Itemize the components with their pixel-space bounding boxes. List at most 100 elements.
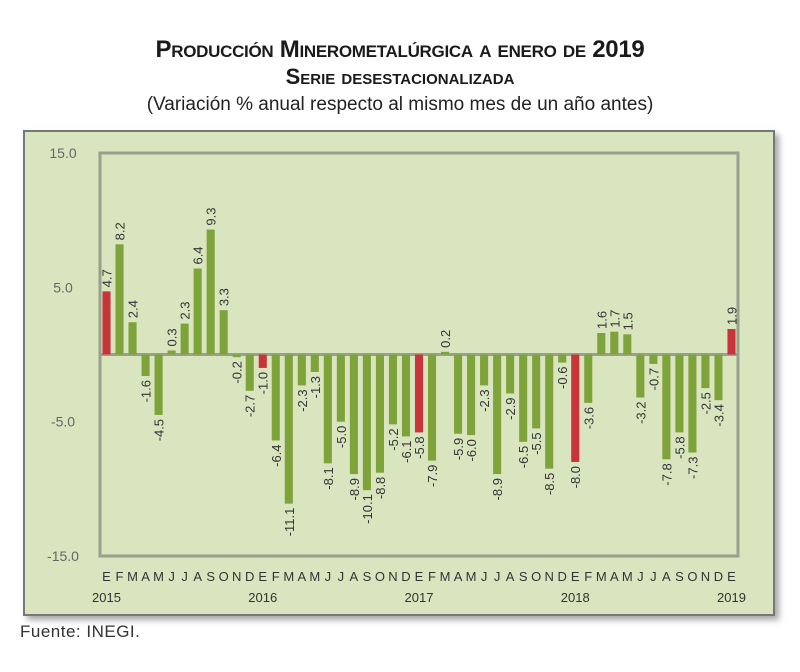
bar (167, 350, 176, 355)
data-label: -5.8 (672, 436, 687, 458)
bar (284, 354, 293, 504)
month-label: J (181, 569, 188, 584)
bar (558, 354, 567, 363)
bar (141, 354, 150, 376)
month-label: D (558, 569, 567, 584)
bar (441, 351, 450, 355)
source-note: Fuente: INEGI. (20, 622, 141, 641)
year-label: 2016 (248, 590, 277, 605)
data-label: -5.8 (412, 436, 427, 458)
data-label: -8.8 (373, 477, 388, 499)
bar (206, 229, 215, 355)
chart-description: (Variación % anual respecto al mismo mes… (146, 94, 654, 115)
bar (727, 328, 736, 355)
month-label: A (297, 569, 306, 584)
bar (493, 354, 502, 475)
bar (532, 354, 541, 429)
data-label: -1.3 (308, 376, 323, 398)
month-label: M (622, 569, 633, 584)
data-label: 9.3 (204, 207, 219, 225)
data-label: 4.7 (100, 269, 115, 287)
data-label: 6.4 (191, 246, 206, 264)
data-label: -7.9 (425, 465, 440, 487)
month-label: J (168, 569, 175, 584)
data-label: -0.2 (230, 361, 245, 383)
month-label: J (325, 569, 332, 584)
data-label: -8.5 (542, 473, 557, 495)
data-label: 0.3 (165, 328, 180, 346)
month-label: E (258, 569, 267, 584)
month-label: S (206, 569, 215, 584)
bar (310, 354, 319, 372)
y-tick-label: 5.0 (53, 279, 73, 295)
data-label: -2.3 (295, 389, 310, 411)
month-label: M (466, 569, 477, 584)
bar (584, 354, 593, 403)
year-label: 2015 (92, 590, 121, 605)
year-label: 2018 (561, 590, 590, 605)
month-label: F (584, 569, 592, 584)
data-label: 0.2 (438, 330, 453, 348)
data-label: -8.0 (568, 466, 583, 488)
month-label: A (193, 569, 202, 584)
month-label: A (610, 569, 619, 584)
y-tick-label: -5.0 (51, 414, 75, 430)
bar (597, 333, 606, 355)
data-label: -0.7 (646, 368, 661, 390)
data-label: -6.1 (399, 440, 414, 462)
data-label: -10.1 (360, 494, 375, 524)
bar (219, 310, 228, 355)
month-label: A (506, 569, 515, 584)
data-label: -3.2 (633, 401, 648, 423)
data-label: -1.0 (256, 372, 271, 394)
bar (297, 354, 306, 386)
month-label: E (415, 569, 424, 584)
bar (467, 354, 476, 436)
data-label: -6.0 (464, 439, 479, 461)
data-label: -2.5 (698, 392, 713, 414)
bar (636, 354, 645, 398)
bar (128, 322, 137, 355)
y-tick-label: 15.0 (49, 145, 76, 161)
month-label: M (596, 569, 607, 584)
bar (506, 354, 515, 394)
month-label: J (494, 569, 501, 584)
bar (427, 354, 437, 461)
data-label: 8.2 (113, 222, 128, 240)
month-label: D (401, 569, 410, 584)
data-label: -5.5 (529, 432, 544, 454)
data-label: 1.5 (620, 312, 635, 330)
bar (545, 354, 554, 469)
month-label: S (675, 569, 684, 584)
bar (102, 291, 111, 355)
data-label: -3.4 (711, 404, 726, 426)
month-label: F (272, 569, 280, 584)
bar (180, 323, 189, 355)
bar (480, 354, 489, 386)
bar (675, 354, 684, 433)
bar (649, 354, 658, 364)
bar (662, 354, 671, 460)
month-label: F (116, 569, 124, 584)
month-label: M (283, 569, 294, 584)
bar (401, 354, 411, 437)
month-label: D (714, 569, 723, 584)
month-label: M (153, 569, 164, 584)
month-label: O (219, 569, 229, 584)
data-label: -3.6 (581, 407, 596, 429)
month-label: D (245, 569, 254, 584)
month-label: A (350, 569, 359, 584)
bar (623, 334, 632, 355)
bar (154, 354, 163, 415)
bar (362, 354, 371, 491)
month-label: O (531, 569, 541, 584)
bar (571, 354, 580, 462)
data-label: 1.7 (607, 310, 622, 328)
bar (323, 354, 332, 464)
month-label: J (338, 569, 345, 584)
month-label: O (375, 569, 385, 584)
month-label: M (127, 569, 138, 584)
month-label: J (481, 569, 488, 584)
month-label: A (454, 569, 463, 584)
month-label: M (309, 569, 320, 584)
